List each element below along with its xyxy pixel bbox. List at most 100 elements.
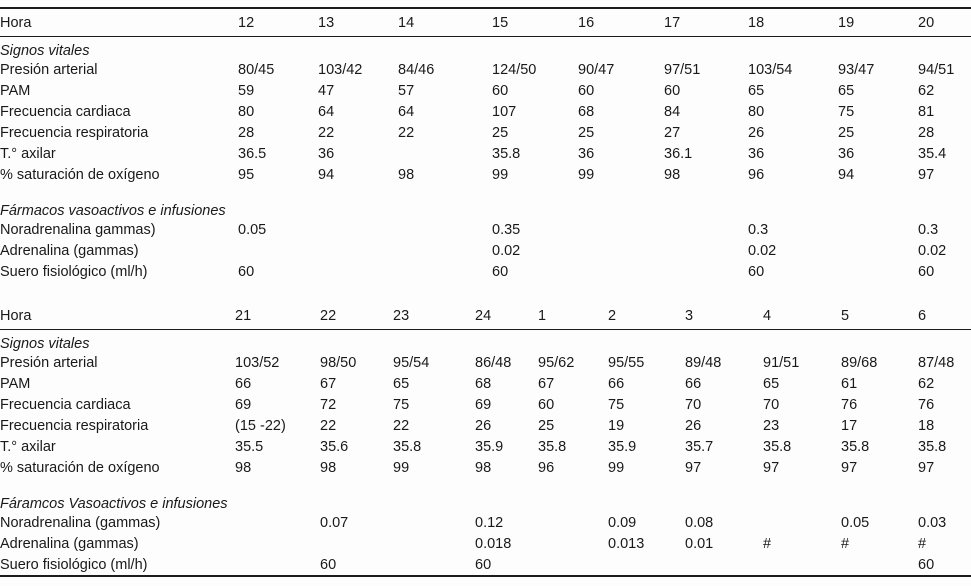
value-cell: 76 [918, 396, 935, 413]
table-row: Noradrenalina (gammas) 0.07 0.12 0.09 0.08 0.… [0, 512, 971, 533]
value-cell [538, 554, 608, 576]
value-cell: 66 [685, 375, 702, 392]
section-title: Signos vitales [0, 43, 90, 59]
value-cell: 47 [318, 82, 335, 99]
value-cell: 65 [838, 82, 855, 99]
value-cell: 68 [578, 103, 595, 120]
value-cell: 64 [398, 103, 415, 120]
section-title: Fármacos vasoactivos e infusiones [0, 203, 226, 219]
value-cell: 65 [748, 82, 765, 99]
value-cell [398, 143, 492, 164]
value-cell: 22 [318, 124, 335, 141]
row-label: T.° axilar [0, 438, 56, 455]
value-cell: 26 [748, 124, 765, 141]
value-cell: # [918, 535, 927, 552]
value-cell: 60 [538, 396, 555, 413]
value-cell [398, 261, 492, 282]
value-cell: 67 [320, 375, 337, 392]
table-row: Presión arterial 80/45 103/42 84/46 124/50 90… [0, 59, 971, 80]
value-cell [578, 240, 664, 261]
value-cell: 22 [393, 417, 410, 434]
value-cell: 25 [838, 124, 855, 141]
value-cell [664, 240, 748, 261]
value-cell: 57 [398, 82, 415, 99]
value-cell: 80 [238, 103, 255, 120]
value-cell [538, 533, 608, 554]
value-cell: 95/62 [538, 354, 575, 371]
value-cell: 35.8 [492, 145, 521, 162]
value-cell: 35.7 [685, 438, 714, 455]
value-cell: 0.03 [918, 514, 947, 531]
value-cell: 60 [492, 263, 509, 280]
value-cell: 22 [398, 124, 415, 141]
value-cell [664, 261, 748, 282]
value-cell: # [763, 535, 772, 552]
value-cell [763, 512, 841, 533]
hour-header-cell: 16 [578, 8, 664, 37]
value-cell: 25 [538, 417, 555, 434]
hour-header-cell: 15 [492, 8, 578, 37]
value-cell: 36 [578, 145, 595, 162]
value-cell: 94 [838, 166, 855, 183]
hour-header-cell: 17 [664, 8, 748, 37]
value-cell: 36 [838, 145, 855, 162]
row-label: Presión arterial [0, 61, 98, 78]
value-cell: 35.9 [608, 438, 637, 455]
value-cell: 59 [238, 82, 255, 99]
row-label: Noradrenalina (gammas) [0, 514, 161, 531]
value-cell: 84 [664, 103, 681, 120]
value-cell [318, 261, 398, 282]
value-cell: 60 [918, 263, 935, 280]
value-cell: 86/48 [475, 354, 512, 371]
value-cell: 17 [841, 417, 858, 434]
value-cell: 84/46 [398, 61, 435, 78]
value-cell [838, 219, 918, 240]
value-cell: 18 [918, 417, 935, 434]
table-row: Frecuencia respiratoria (15 -22) 22 22 26 25 1… [0, 415, 971, 436]
value-cell: 98/50 [320, 354, 357, 371]
row-label: T.° axilar [0, 145, 56, 162]
value-cell: 0.02 [492, 242, 521, 259]
value-cell: 80/45 [238, 61, 275, 78]
vital-signs-table-hours-12-20: Hora 12 13 14 15 16 17 18 19 20 Signos vitales Pr… [0, 7, 971, 282]
value-cell: 36.1 [664, 145, 693, 162]
value-cell: 89/68 [841, 354, 878, 371]
value-cell: 99 [492, 166, 509, 183]
value-cell [578, 261, 664, 282]
table-row: Frecuencia cardiaca 69 72 75 69 60 75 70 70 76 76 [0, 394, 971, 415]
hour-header-cell: 1 [538, 302, 608, 330]
value-cell [235, 554, 320, 576]
value-cell: 36 [318, 145, 335, 162]
value-cell: 69 [475, 396, 492, 413]
hour-header-cell: 18 [748, 8, 838, 37]
row-label: Presión arterial [0, 354, 98, 371]
value-cell [608, 554, 685, 576]
table-row: % saturación de oxígeno 98 98 99 98 96 99 97 97 9… [0, 457, 971, 478]
table-row: % saturación de oxígeno 95 94 98 99 99 98 96 94 9… [0, 164, 971, 185]
value-cell: 35.8 [393, 438, 422, 455]
vital-signs-table-hours-21-6: Hora 21 22 23 24 1 2 3 4 5 6 Signos vitales Presió… [0, 302, 971, 577]
value-cell: 35.8 [538, 438, 567, 455]
value-cell: 62 [918, 375, 935, 392]
value-cell [538, 512, 608, 533]
value-cell: 75 [393, 396, 410, 413]
value-cell: 0.05 [841, 514, 870, 531]
hour-header-cell: 6 [918, 302, 971, 330]
value-cell: 0.3 [748, 221, 769, 238]
hour-header-label: Hora [0, 302, 235, 330]
hour-header-label: Hora [0, 8, 238, 37]
value-cell: 98 [398, 166, 415, 183]
hour-header-cell: 12 [238, 8, 318, 37]
value-cell: 22 [320, 417, 337, 434]
value-cell: 99 [608, 459, 625, 476]
hour-header-cell: 5 [841, 302, 918, 330]
table-row: PAM 59 47 57 60 60 60 65 65 62 [0, 80, 971, 101]
value-cell: 0.02 [918, 242, 947, 259]
table-row: Adrenalina (gammas) 0.018 0.013 0.01 # # # [0, 533, 971, 554]
table-row: T.° axilar 36.5 36 35.8 36 36.1 36 36 35.4 [0, 143, 971, 164]
value-cell: 103/54 [748, 61, 793, 78]
value-cell: 35.8 [841, 438, 870, 455]
value-cell: 0.013 [608, 535, 645, 552]
value-cell: 35.9 [475, 438, 504, 455]
